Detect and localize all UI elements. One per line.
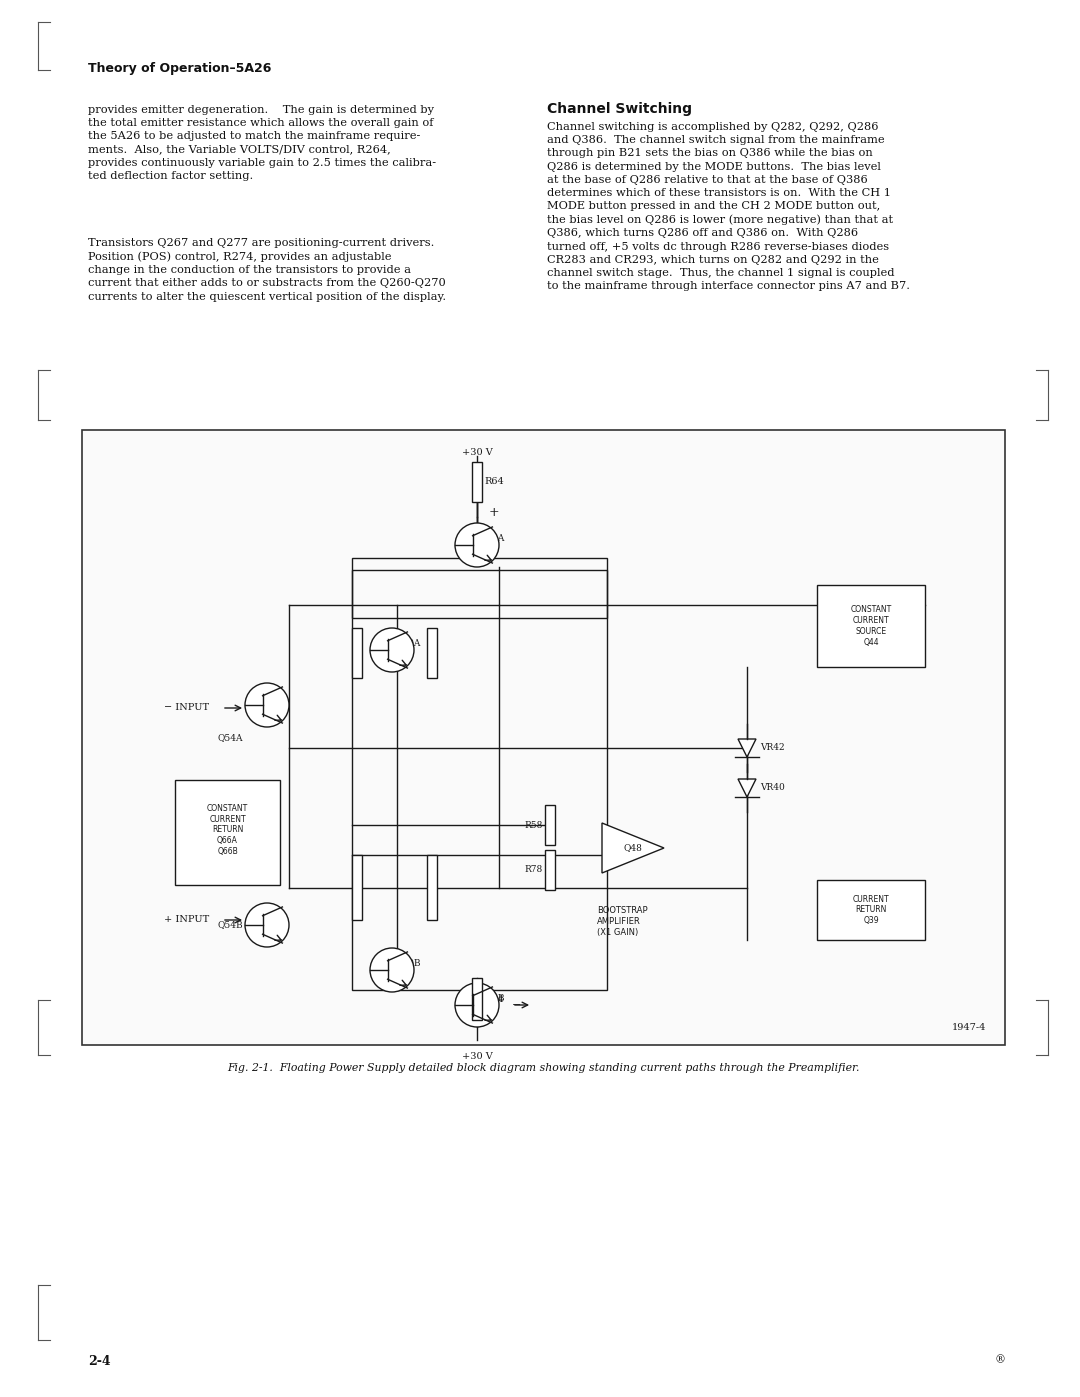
Text: + INPUT: + INPUT bbox=[164, 915, 210, 925]
Circle shape bbox=[370, 629, 414, 672]
Text: Q64A: Q64A bbox=[480, 534, 505, 542]
Text: 1947-4: 1947-4 bbox=[951, 1024, 986, 1032]
Text: Q60B: Q60B bbox=[395, 958, 420, 967]
Text: +30 V: +30 V bbox=[461, 448, 492, 457]
Text: R84: R84 bbox=[484, 995, 503, 1003]
Polygon shape bbox=[602, 823, 664, 873]
Circle shape bbox=[245, 683, 289, 726]
Text: R64: R64 bbox=[484, 478, 503, 486]
Text: Transistors Q267 and Q277 are positioning-current drivers.
Position (POS) contro: Transistors Q267 and Q277 are positionin… bbox=[87, 237, 446, 302]
Text: 2-4: 2-4 bbox=[87, 1355, 110, 1368]
Bar bbox=[816, 880, 924, 940]
Text: Q64B: Q64B bbox=[480, 993, 505, 1002]
Text: VR42: VR42 bbox=[760, 743, 785, 753]
Circle shape bbox=[370, 949, 414, 992]
Text: −: − bbox=[512, 1000, 522, 1010]
Bar bbox=[352, 557, 607, 617]
Text: CURRENT
RETURN
Q39: CURRENT RETURN Q39 bbox=[853, 894, 889, 925]
Text: Fig. 2-1.  Floating Power Supply detailed block diagram showing standing current: Fig. 2-1. Floating Power Supply detailed… bbox=[227, 1063, 860, 1073]
Text: Q54B: Q54B bbox=[217, 921, 243, 929]
Text: CONSTANT
CURRENT
RETURN
Q66A
Q66B: CONSTANT CURRENT RETURN Q66A Q66B bbox=[207, 805, 248, 856]
Text: Theory of Operation–5A26: Theory of Operation–5A26 bbox=[87, 61, 271, 75]
Bar bbox=[352, 570, 607, 990]
Polygon shape bbox=[738, 739, 756, 757]
Bar bbox=[545, 849, 555, 890]
Bar bbox=[175, 780, 280, 886]
Text: Q60A: Q60A bbox=[395, 638, 420, 647]
Bar bbox=[352, 629, 362, 678]
Text: Q54A: Q54A bbox=[217, 733, 243, 742]
Text: BOOTSTRAP
AMPLIFIER
(X1 GAIN): BOOTSTRAP AMPLIFIER (X1 GAIN) bbox=[597, 907, 648, 937]
Text: R58: R58 bbox=[525, 820, 543, 830]
Text: − INPUT: − INPUT bbox=[164, 704, 210, 712]
Circle shape bbox=[455, 983, 499, 1027]
Text: +30 V: +30 V bbox=[461, 1052, 492, 1060]
Circle shape bbox=[455, 522, 499, 567]
Bar bbox=[352, 855, 362, 921]
Bar bbox=[427, 855, 437, 921]
Text: Q48: Q48 bbox=[623, 844, 643, 852]
Bar bbox=[82, 430, 1005, 1045]
Text: R78: R78 bbox=[525, 866, 543, 875]
Bar bbox=[816, 585, 924, 666]
Text: +: + bbox=[489, 506, 500, 518]
Text: Channel Switching: Channel Switching bbox=[546, 102, 692, 116]
Bar bbox=[472, 978, 482, 1020]
Text: ®: ® bbox=[994, 1355, 1005, 1365]
Bar bbox=[427, 629, 437, 678]
Text: provides emitter degeneration.    The gain is determined by
the total emitter re: provides emitter degeneration. The gain … bbox=[87, 105, 436, 182]
Bar bbox=[545, 805, 555, 845]
Bar bbox=[472, 462, 482, 502]
Circle shape bbox=[245, 902, 289, 947]
Text: CONSTANT
CURRENT
SOURCE
Q44: CONSTANT CURRENT SOURCE Q44 bbox=[850, 605, 892, 647]
Text: Channel switching is accomplished by Q282, Q292, Q286
and Q386.  The channel swi: Channel switching is accomplished by Q28… bbox=[546, 122, 910, 291]
Text: VR40: VR40 bbox=[760, 784, 785, 792]
Polygon shape bbox=[738, 780, 756, 798]
